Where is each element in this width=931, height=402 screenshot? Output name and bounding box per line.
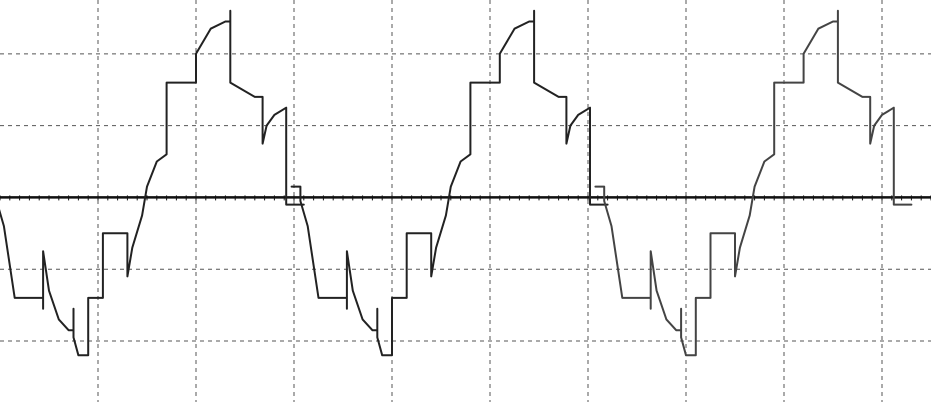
waveform-traces [0, 9, 913, 357]
waveform-cycle-2 [290, 9, 609, 357]
waveform-cycle-3 [594, 9, 913, 357]
waveform-cycle-1 [0, 9, 305, 357]
